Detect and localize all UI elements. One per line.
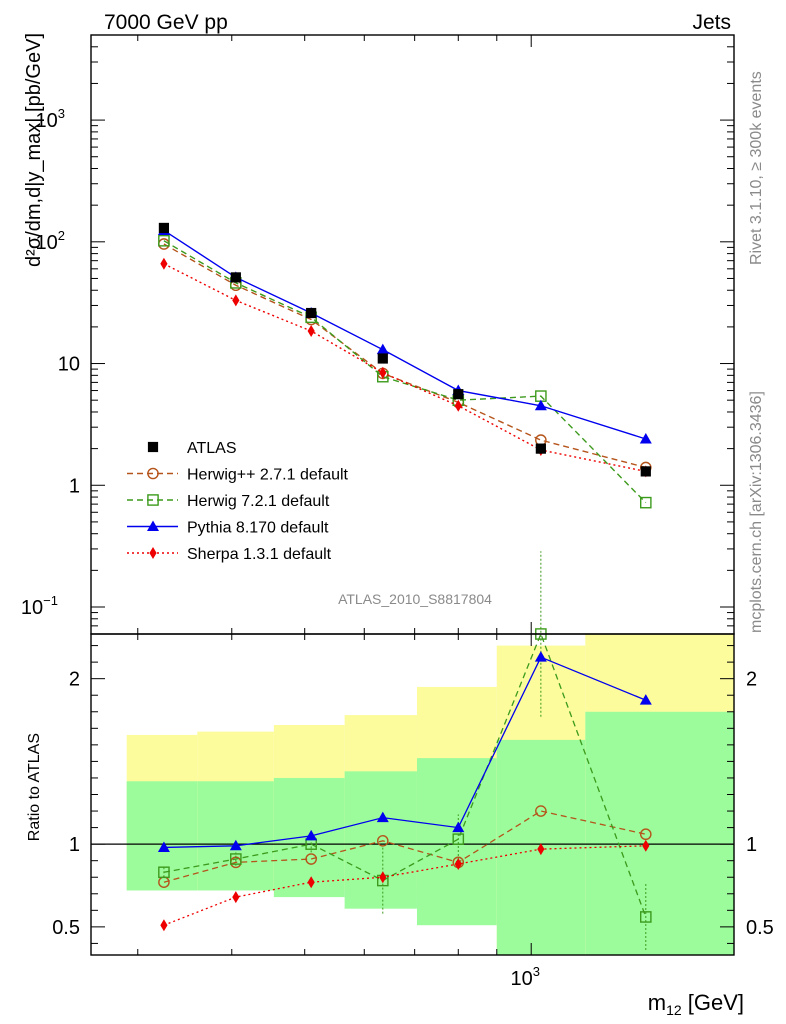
marker xyxy=(149,547,157,559)
series-line-main xyxy=(163,240,647,504)
marker xyxy=(376,811,389,823)
y-tick-label-main: 10−1 xyxy=(21,593,58,619)
y-tick-label-ratio-right: 1 xyxy=(746,834,757,856)
marker xyxy=(147,441,159,453)
marker xyxy=(305,853,317,865)
marker xyxy=(452,833,465,845)
y-axis-label-ratio: Ratio to ATLAS xyxy=(26,733,43,841)
y-tick-label-ratio-right: 2 xyxy=(746,669,757,691)
marker xyxy=(454,857,462,870)
marker xyxy=(376,343,389,355)
marker xyxy=(307,325,315,338)
legend-label: Sherpa 1.3.1 default xyxy=(187,546,332,563)
y-tick-label-ratio-left: 2 xyxy=(69,669,80,691)
marker xyxy=(147,520,159,531)
marker xyxy=(537,843,545,856)
marker xyxy=(158,222,170,234)
marker xyxy=(534,651,547,662)
header-left-label: 7000 GeV pp xyxy=(104,11,228,34)
marker xyxy=(639,496,652,509)
marker xyxy=(535,443,546,454)
marker xyxy=(639,911,652,923)
marker xyxy=(642,839,650,852)
marker xyxy=(377,835,389,847)
side-label-mcplots: mcplots.cern.ch [arXiv:1306.3436] xyxy=(748,391,765,633)
marker xyxy=(639,828,652,841)
y-axis-label-main: d²σ/dm,d|y_max| [pb/GeV] xyxy=(23,33,45,267)
ratio-band-inner xyxy=(416,758,497,926)
legend-item: Herwig 7.2.1 default xyxy=(127,493,330,510)
y-tick-label-ratio-left: 0.5 xyxy=(52,917,80,939)
marker xyxy=(305,829,318,841)
legend-item: ATLAS xyxy=(147,440,237,457)
analysis-id-label: ATLAS_2010_S8817804 xyxy=(338,591,492,607)
x-axis-label: m12 [GeV] xyxy=(648,990,744,1018)
y-tick-label-main: 10 xyxy=(58,354,80,376)
ratio-panel-series xyxy=(157,551,652,951)
series-line-ratio xyxy=(163,810,646,883)
series-line-main xyxy=(163,229,647,440)
marker xyxy=(157,841,170,852)
marker xyxy=(639,694,652,705)
marker xyxy=(147,467,159,480)
legend-item: Sherpa 1.3.1 default xyxy=(127,546,332,563)
marker xyxy=(230,853,242,865)
header-right-label: Jets xyxy=(692,11,731,34)
legend-label: Herwig 7.2.1 default xyxy=(187,493,330,510)
marker xyxy=(160,257,168,270)
side-label-rivet: Rivet 3.1.10, ≥ 300k events xyxy=(748,71,765,265)
marker xyxy=(379,871,387,884)
marker xyxy=(377,353,388,364)
legend-label: Pythia 8.170 default xyxy=(187,520,329,537)
ratio-uncertainty-bands xyxy=(126,634,734,955)
main-panel-frame xyxy=(90,34,735,635)
marker xyxy=(379,366,387,379)
ratio-band-inner xyxy=(197,781,274,891)
x-tick-label: 103 xyxy=(510,964,539,990)
marker xyxy=(307,876,315,889)
marker xyxy=(158,234,170,247)
marker xyxy=(158,866,170,879)
marker xyxy=(452,821,465,833)
ratio-band-inner xyxy=(585,711,734,955)
ratio-band-inner xyxy=(344,771,417,909)
y-tick-label-ratio-left: 1 xyxy=(69,834,80,856)
marker xyxy=(639,432,652,444)
marker xyxy=(534,399,547,411)
marker xyxy=(230,272,241,283)
legend-label: ATLAS xyxy=(187,440,237,457)
legend-item: Herwig++ 2.7.1 default xyxy=(127,467,349,484)
marker xyxy=(229,839,242,851)
legend: ATLAS Herwig++ 2.7.1 default Herwig 7.2.1 … xyxy=(127,440,349,563)
marker xyxy=(160,919,168,932)
y-tick-label-main: 1 xyxy=(69,475,80,497)
legend-label: Herwig++ 2.7.1 default xyxy=(187,467,349,484)
marker xyxy=(454,399,462,412)
marker xyxy=(453,389,464,400)
marker xyxy=(147,494,159,506)
y-tick-label-ratio-right: 0.5 xyxy=(746,917,774,939)
legend-item: Pythia 8.170 default xyxy=(127,520,329,537)
marker xyxy=(640,466,651,477)
marker xyxy=(232,294,240,307)
main-panel-series xyxy=(157,222,652,509)
marker xyxy=(232,891,240,904)
ratio-band-inner xyxy=(126,781,198,891)
marker xyxy=(306,307,317,319)
marker xyxy=(535,805,547,817)
